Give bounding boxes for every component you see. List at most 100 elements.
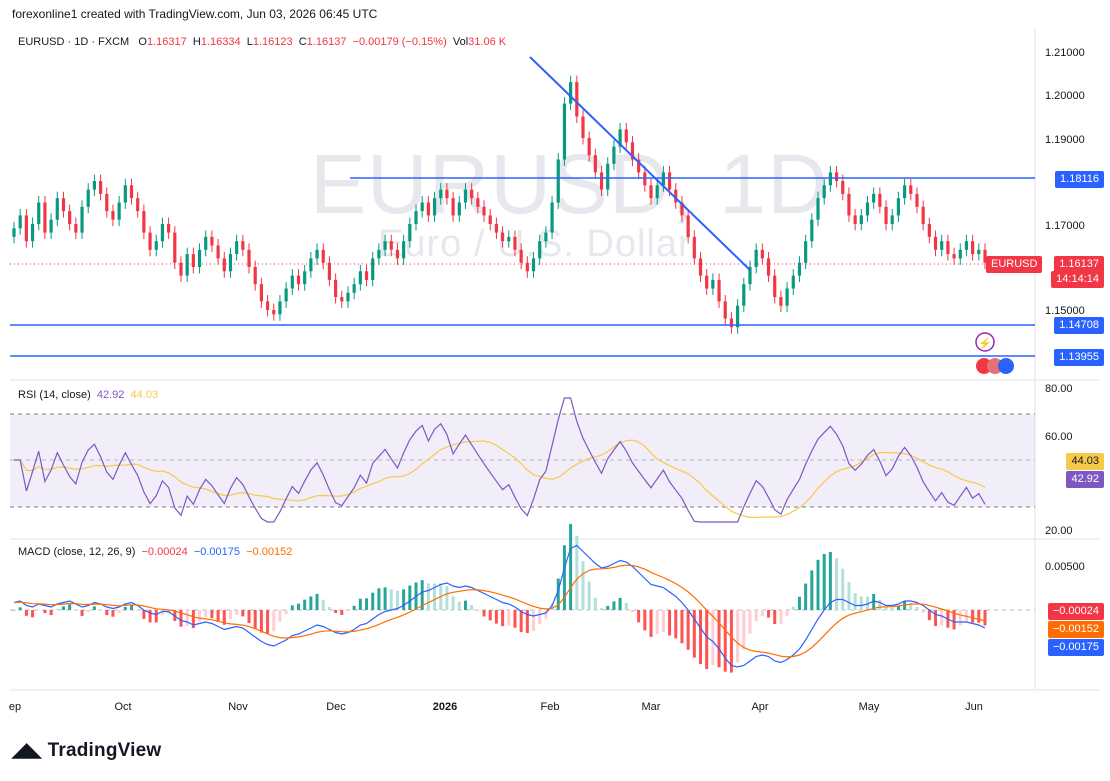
macd-histogram-bar (909, 602, 913, 610)
macd-histogram-bar (389, 589, 393, 610)
macd-histogram-bar (841, 568, 845, 610)
candle-body (878, 193, 882, 207)
rsi-legend[interactable]: RSI (14, close) 42.92 44.03 (18, 389, 158, 401)
candle-body (358, 271, 362, 285)
tradingview-logo[interactable]: ◢◣ TradingView (12, 739, 161, 762)
candle-body (43, 202, 47, 233)
macd-histogram-bar (185, 610, 189, 626)
macd-histogram-bar (674, 610, 678, 639)
level-label[interactable]: 1.18116 (1055, 171, 1104, 188)
macd-histogram-bar (828, 552, 832, 610)
candle-body (185, 254, 189, 276)
time-tick: Apr (751, 701, 769, 713)
candle-body (643, 172, 647, 186)
candle-body (321, 249, 325, 263)
macd-histogram-bar (383, 587, 387, 610)
watermark-symbol: EURUSD, 1D (310, 137, 829, 231)
time-tick: Oct (114, 701, 132, 713)
level-label[interactable]: 1.14708 (1054, 317, 1104, 334)
candle-body (655, 185, 659, 199)
candle-body (340, 297, 344, 302)
candle-body (760, 249, 764, 259)
macd-histogram-bar (723, 610, 727, 672)
macd-histogram-bar (241, 610, 245, 617)
rsi-lines (14, 397, 986, 523)
macd-histogram-bar (921, 610, 925, 613)
trend-line[interactable] (529, 56, 751, 271)
candle-body (272, 310, 276, 315)
candle-body (940, 241, 944, 250)
macd-legend[interactable]: MACD (close, 12, 26, 9) −0.00024 −0.0017… (18, 546, 292, 558)
horizontal-levels[interactable] (10, 177, 1035, 357)
macd-histogram-bar (43, 610, 47, 614)
watermark-description: Euro / U.S. Dollar (378, 223, 692, 265)
level-label[interactable]: 1.13955 (1054, 349, 1104, 366)
high-value: 1.16334 (200, 36, 241, 48)
candle-body (544, 232, 548, 242)
macd-line-value: −0.00175 (193, 546, 240, 558)
candle-body (377, 249, 381, 259)
macd-histogram-bar (643, 610, 647, 631)
macd-histogram-bar (296, 603, 300, 610)
macd-histogram-bar (253, 610, 257, 629)
macd-histogram-bar (550, 603, 554, 610)
macd-histogram-bar (136, 610, 140, 612)
macd-histogram-bar (797, 596, 801, 610)
candle-body (445, 189, 449, 199)
candle-body (667, 172, 672, 190)
macd-histogram-bar (352, 605, 356, 610)
candle-body (977, 249, 981, 255)
open-value: 1.16317 (146, 36, 187, 48)
candle-body (117, 202, 121, 220)
candle-body (451, 198, 455, 216)
macd-histogram-bar (569, 523, 573, 610)
eu-flag-event-icon[interactable] (976, 358, 992, 374)
candle-body (884, 206, 888, 224)
macd-histogram-bar (983, 610, 987, 626)
macd-histogram-bar (204, 610, 208, 617)
macd-histogram-bar (668, 610, 672, 636)
macd-signal-value: −0.00152 (246, 546, 293, 558)
symbol-label[interactable]: EURUSD · 1D · FXCM (18, 36, 130, 48)
macd-histogram-bar (86, 610, 90, 613)
candle-body (773, 275, 777, 298)
candle-body (154, 241, 158, 250)
candle-body (531, 258, 536, 272)
candle-body (383, 241, 387, 250)
macd-histogram-bar (606, 605, 610, 610)
macd-histogram-bar (154, 610, 158, 623)
macd-histogram-bar (49, 610, 53, 616)
price-tick: 1.20000 (1045, 90, 1085, 102)
high-label: H (192, 36, 201, 48)
lightning-event-icon[interactable] (975, 332, 995, 352)
candle-body (296, 275, 301, 285)
candle-body (933, 236, 938, 250)
current-symbol-tag: EURUSD (986, 256, 1043, 273)
candle-body (30, 224, 35, 242)
candle-body (265, 301, 270, 310)
us-flag-event-icon-2[interactable] (998, 358, 1014, 374)
candle-body (630, 142, 635, 160)
macd-histogram-bar (915, 606, 919, 610)
macd-histogram-bar (191, 610, 195, 629)
symbol-legend[interactable]: EURUSD · 1D · FXCM O1.16317 H1.16334 L1.… (18, 36, 506, 48)
candle-body (303, 271, 307, 285)
macd-histogram-bar (767, 610, 771, 618)
candle-body (736, 305, 740, 328)
macd-histogram-bar (835, 558, 839, 610)
macd-histogram-bar (742, 610, 746, 650)
candle-body (556, 159, 560, 203)
candle-body (12, 228, 16, 237)
candle-body (105, 193, 109, 212)
macd-histogram-bar (748, 610, 752, 634)
candle-body (222, 258, 226, 272)
us-flag-event-icon[interactable] (987, 358, 1003, 374)
macd-histogram-bar (940, 610, 944, 626)
candle-body (890, 215, 894, 224)
macd-title: MACD (close, 12, 26, 9) (18, 546, 136, 558)
candle-body (74, 224, 78, 233)
macd-histogram-bar (55, 608, 59, 610)
macd-histogram-bar (315, 593, 319, 610)
open-label: O (138, 36, 147, 48)
